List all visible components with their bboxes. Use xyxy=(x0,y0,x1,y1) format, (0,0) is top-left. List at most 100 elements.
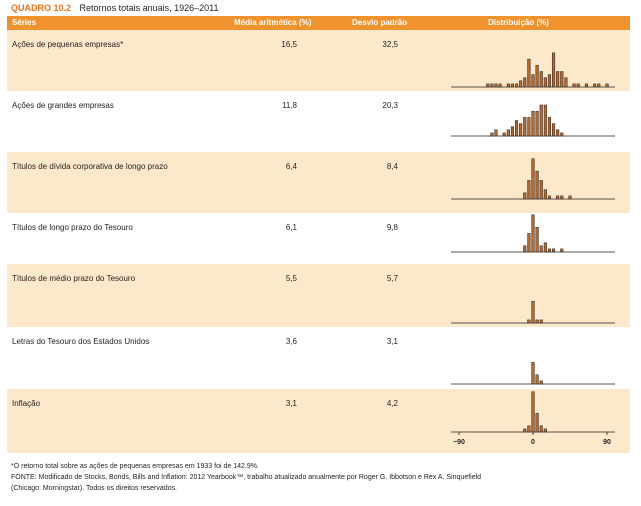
source-note-cont: (Chicago: Morningstar). Todos os direito… xyxy=(11,485,178,492)
x-tick-label: 90 xyxy=(603,439,611,446)
histogram-bar xyxy=(605,83,609,88)
histogram-bar xyxy=(515,83,519,88)
histogram-bar xyxy=(535,170,539,200)
histogram-bar xyxy=(560,248,564,253)
returns-table: Séries Média aritmética (%) Desvio padrã… xyxy=(7,16,630,453)
histogram-bar xyxy=(564,77,568,88)
histogram-bar xyxy=(584,83,588,88)
series-mean: 3,1 xyxy=(285,399,297,408)
distribution-histogram xyxy=(451,214,615,253)
series-sd: 20,3 xyxy=(382,101,398,110)
series-name: Inflação xyxy=(12,399,41,408)
table-row: Inflação 3,1 4,2 −90 0 90 xyxy=(7,389,630,453)
histogram-bar xyxy=(494,129,498,137)
caption-title: Retornos totais anuais, 1926–2011 xyxy=(79,3,219,13)
distribution-histogram xyxy=(451,104,615,137)
series-mean: 6,1 xyxy=(285,223,297,232)
table-row: Letras do Tesouro dos Estados Unidos 3,6… xyxy=(7,327,630,389)
distribution-histogram xyxy=(451,301,615,324)
table-notes: *O retorno total sobre as ações de peque… xyxy=(11,461,631,494)
histogram-bar xyxy=(502,132,506,137)
series-mean: 3,6 xyxy=(285,337,297,346)
series-name: Títulos de longo prazo do Tesouro xyxy=(12,223,133,232)
histogram-bar xyxy=(498,83,502,88)
x-tick-label: −90 xyxy=(453,439,465,446)
series-sd: 3,1 xyxy=(386,337,398,346)
table-row: Títulos de longo prazo do Tesouro 6,1 9,… xyxy=(7,213,630,264)
histogram-bar xyxy=(543,77,547,88)
histogram-bar xyxy=(531,301,535,324)
histogram-bar xyxy=(556,195,560,200)
histogram-bar xyxy=(523,192,527,200)
series-sd: 9,8 xyxy=(386,223,398,232)
histogram-bar xyxy=(547,248,551,253)
distribution-histogram xyxy=(451,362,615,385)
histogram-bar xyxy=(552,52,556,88)
histogram-bar xyxy=(593,83,597,88)
histogram-bar xyxy=(568,195,572,200)
table-caption: QUADRO 10.2 Retornos totais anuais, 1926… xyxy=(11,3,218,15)
distribution-histogram xyxy=(451,158,615,200)
table-row: Ações de pequenas empresas* 16,5 32,5 xyxy=(7,30,630,91)
histogram-bar xyxy=(490,83,494,88)
table-header: Séries Média aritmética (%) Desvio padrã… xyxy=(7,16,630,30)
series-mean: 5,5 xyxy=(285,274,297,283)
histogram-bar xyxy=(535,226,539,253)
series-sd: 4,2 xyxy=(386,399,398,408)
histogram-bar xyxy=(519,123,523,137)
series-mean: 16,5 xyxy=(281,40,297,49)
header-dist: Distribuição (%) xyxy=(488,18,549,27)
histogram-bar xyxy=(539,425,543,433)
caption-label: QUADRO 10.2 xyxy=(11,3,72,13)
histogram-bar xyxy=(556,129,560,137)
x-tick-label: 0 xyxy=(531,439,535,446)
series-name: Ações de pequenas empresas* xyxy=(12,40,124,49)
histogram-bar xyxy=(519,80,523,88)
histogram-bar xyxy=(535,374,539,385)
histogram-bar xyxy=(560,195,564,200)
histogram-bar xyxy=(527,425,531,433)
histogram-bar xyxy=(490,132,494,137)
histogram-bar xyxy=(506,129,510,137)
histogram-bar xyxy=(531,362,535,385)
histogram-bar xyxy=(523,428,527,433)
histogram-bar xyxy=(535,319,539,324)
histogram-bar xyxy=(547,74,551,88)
histogram-bar xyxy=(552,123,556,137)
histogram-bar xyxy=(531,158,535,200)
histogram-bar xyxy=(523,245,527,253)
histogram-bar xyxy=(560,132,564,137)
histogram-bar xyxy=(560,71,564,88)
header-series: Séries xyxy=(12,18,37,27)
series-sd: 5,7 xyxy=(386,274,398,283)
histogram-bar xyxy=(543,428,547,433)
series-sd: 32,5 xyxy=(382,40,398,49)
histogram-bar xyxy=(531,214,535,253)
histogram-bar xyxy=(494,83,498,88)
histogram-bar xyxy=(527,319,531,324)
histogram-bar xyxy=(486,83,490,88)
histogram-bar xyxy=(527,58,531,88)
histogram-bar xyxy=(547,195,551,200)
histogram-bar xyxy=(515,120,519,137)
histogram-bar xyxy=(527,233,531,253)
histogram-bar xyxy=(523,117,527,137)
header-mean: Média aritmética (%) xyxy=(234,18,312,27)
distribution-histogram: −90 0 90 xyxy=(451,391,615,446)
histogram-bar xyxy=(543,104,547,137)
histogram-bar xyxy=(510,126,514,137)
series-mean: 11,8 xyxy=(282,101,297,110)
histogram-bar xyxy=(572,83,576,88)
histogram-bar xyxy=(535,110,539,137)
histogram-bar xyxy=(597,83,601,88)
histogram-bar xyxy=(531,391,535,433)
table-row: Títulos de médio prazo do Tesouro 5,5 5,… xyxy=(7,264,630,327)
histogram-bar xyxy=(527,180,531,200)
source-note: FONTE: Modificado de Stocks, Bonds, Bill… xyxy=(11,474,482,481)
table-row: Títulos de dívida corporativa de longo p… xyxy=(7,152,630,213)
histogram-bar xyxy=(539,104,543,137)
histogram-bar xyxy=(552,248,556,253)
histogram-bar xyxy=(547,117,551,137)
histogram-bar xyxy=(539,180,543,200)
histogram-bar xyxy=(506,83,510,88)
